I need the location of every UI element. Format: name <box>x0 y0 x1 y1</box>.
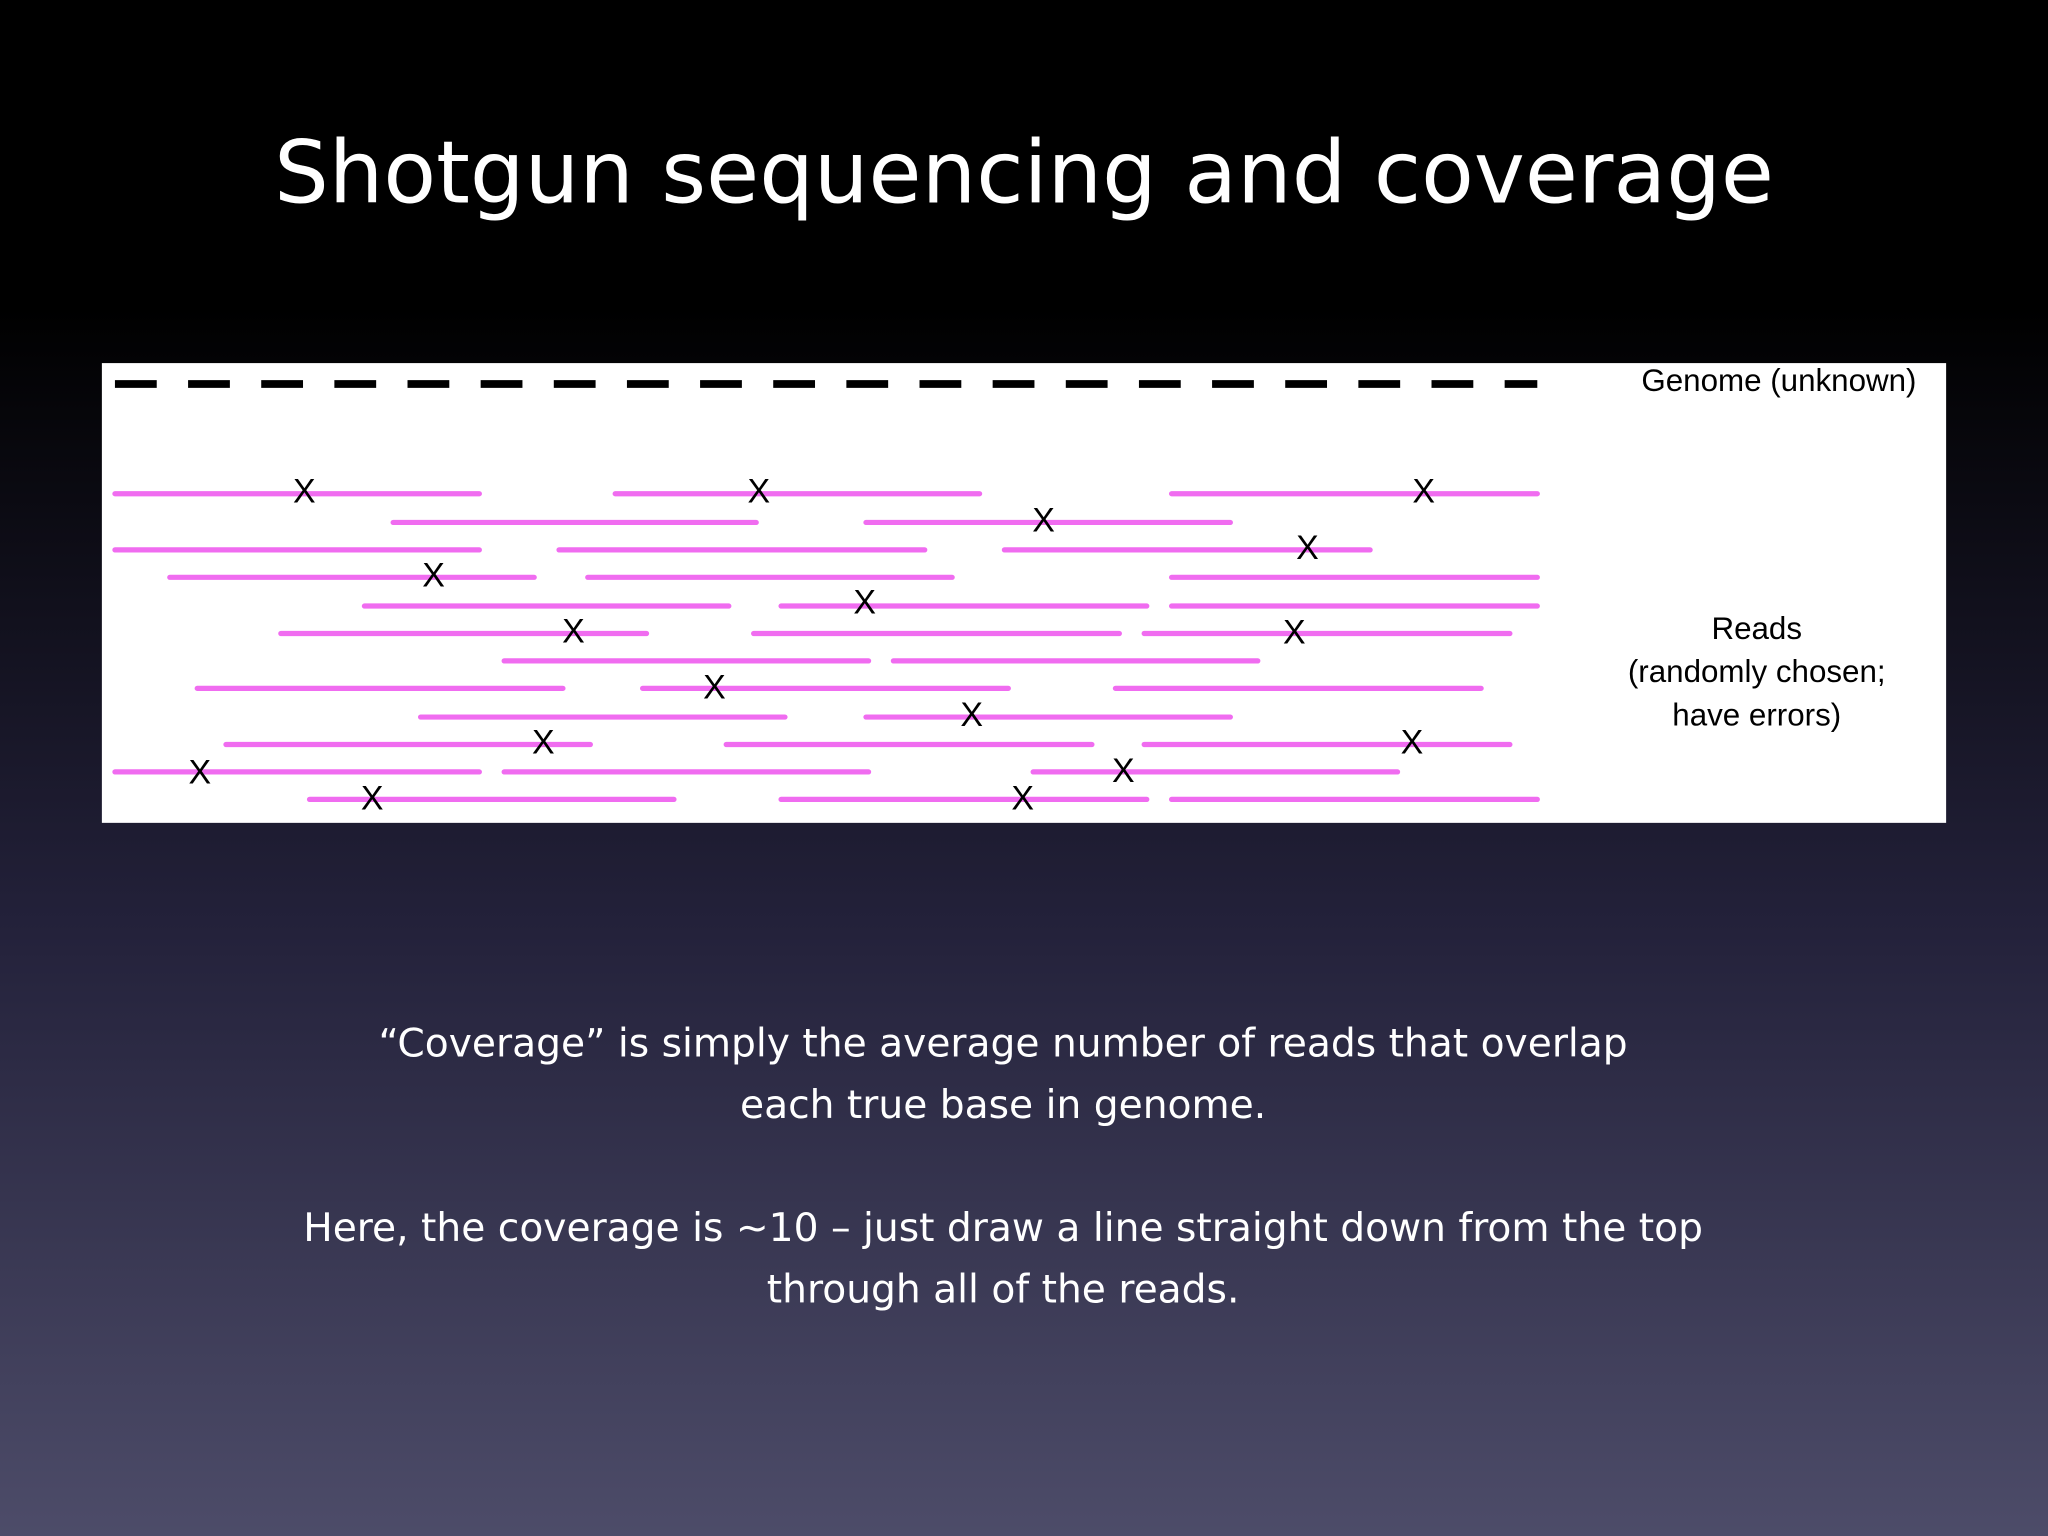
slide-title: Shotgun sequencing and coverage <box>274 123 1774 223</box>
reads-label: (randomly chosen; <box>1628 654 1886 689</box>
error-mark: X <box>361 780 384 818</box>
error-mark: X <box>422 556 445 594</box>
error-mark: X <box>1412 473 1435 511</box>
error-mark: X <box>562 612 585 650</box>
error-mark: X <box>703 669 726 707</box>
error-mark: X <box>1283 614 1306 652</box>
genome-label: Genome (unknown) <box>1641 363 1916 398</box>
paragraph-line: Here, the coverage is ~10 – just draw a … <box>303 1206 1703 1251</box>
paragraph-line: through all of the reads. <box>767 1267 1240 1312</box>
error-mark: X <box>853 584 876 622</box>
error-mark: X <box>293 473 316 511</box>
error-mark: X <box>1032 501 1055 539</box>
error-mark: X <box>1296 529 1319 567</box>
error-mark: X <box>1011 780 1034 818</box>
paragraph-line: each true base in genome. <box>740 1083 1266 1128</box>
error-marks: X X X X X X X X X X X X X X X X X <box>189 473 1435 818</box>
diagram-panel <box>101 363 1947 823</box>
error-mark: X <box>189 753 212 791</box>
reads <box>112 491 1540 802</box>
error-mark: X <box>748 473 771 511</box>
paragraph-line: “Coverage” is simply the average number … <box>379 1022 1628 1067</box>
reads-label: have errors) <box>1672 697 1841 732</box>
error-mark: X <box>532 723 555 761</box>
error-mark: X <box>1401 723 1424 761</box>
reads-label: Reads <box>1711 611 1802 646</box>
error-mark: X <box>1112 752 1135 790</box>
error-mark: X <box>960 696 983 734</box>
